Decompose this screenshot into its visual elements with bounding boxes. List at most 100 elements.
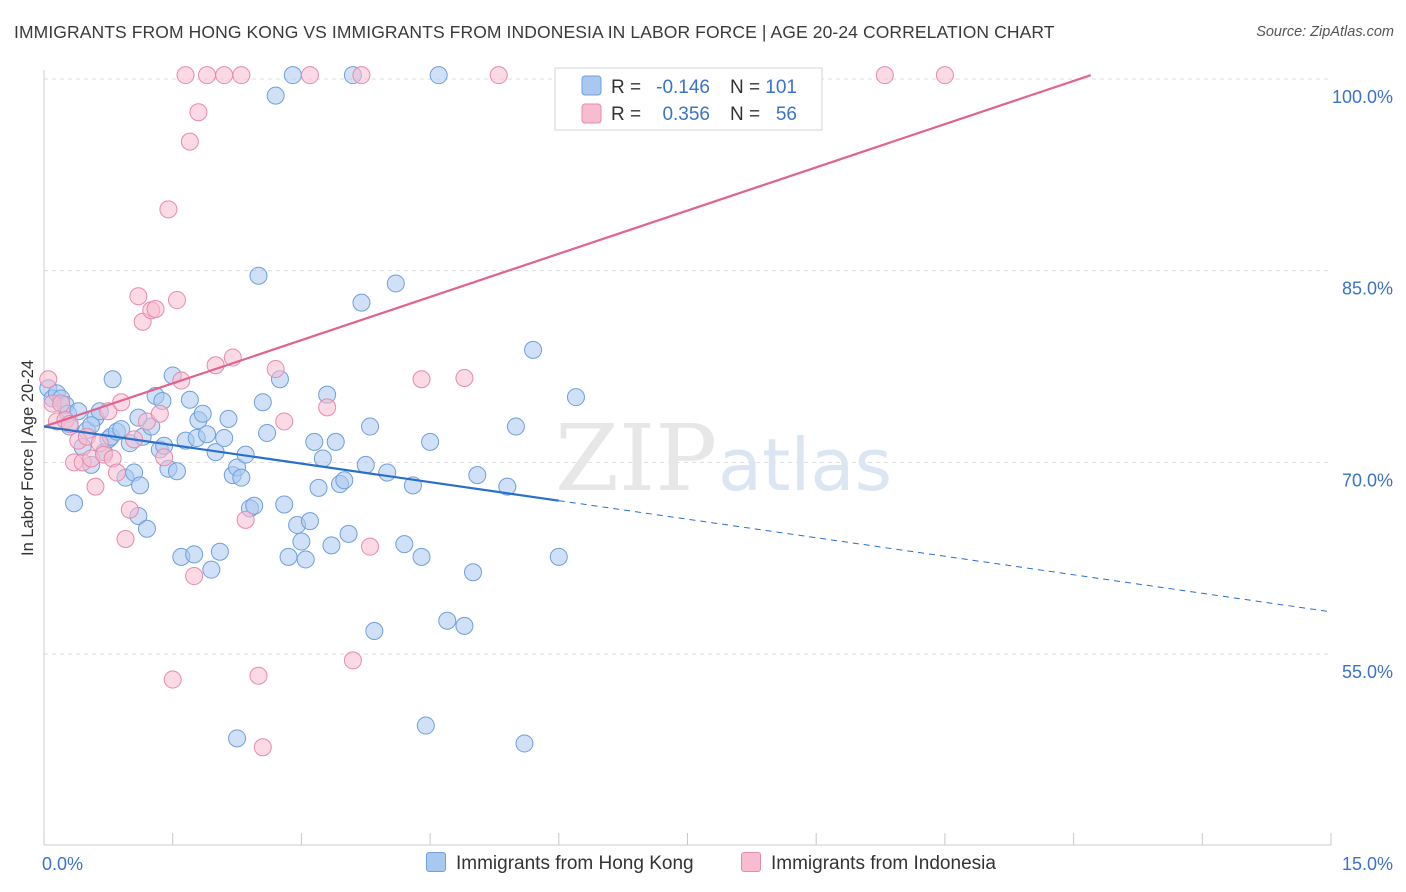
indonesia-point-32 bbox=[176, 66, 195, 85]
y-tick-label-2: 85.0% bbox=[1342, 279, 1393, 299]
indonesia-point-36 bbox=[198, 66, 217, 85]
indonesia-trend-line bbox=[43, 74, 1092, 428]
hong-kong-point-33 bbox=[167, 462, 186, 481]
indonesia-point-30 bbox=[167, 291, 186, 310]
indonesia-point-48 bbox=[343, 651, 362, 670]
indonesia-point-3 bbox=[52, 394, 71, 413]
indonesia-point-40 bbox=[232, 66, 251, 85]
indonesia-point-55 bbox=[935, 66, 954, 85]
hong-kong-point-85 bbox=[421, 432, 440, 451]
hong-kong-point-23 bbox=[131, 476, 150, 495]
hong-kong-point-63 bbox=[296, 550, 315, 569]
indonesia-point-54 bbox=[875, 66, 894, 85]
hong-kong-point-54 bbox=[253, 393, 272, 412]
hong-kong-point-78 bbox=[365, 622, 384, 640]
hong-kong-point-42 bbox=[202, 560, 221, 579]
hong-kong-trend-extension bbox=[558, 500, 1332, 613]
hong-kong-point-55 bbox=[258, 423, 277, 442]
legend-box: R = -0.146 N = 101 R = 0.356 N = 56 bbox=[554, 67, 823, 131]
hong-kong-point-62 bbox=[292, 532, 311, 551]
hong-kong-point-92 bbox=[506, 417, 525, 436]
hong-kong-point-75 bbox=[352, 293, 371, 312]
indonesia-point-34 bbox=[185, 567, 204, 586]
indonesia-point-18 bbox=[116, 530, 135, 548]
indonesia-point-50 bbox=[361, 537, 380, 556]
hong-kong-point-94 bbox=[524, 340, 543, 359]
hong-kong-point-7 bbox=[65, 494, 84, 513]
watermark-zip: ZIP bbox=[555, 405, 717, 512]
hong-kong-point-83 bbox=[412, 547, 431, 566]
hong-kong-point-58 bbox=[275, 495, 294, 514]
indonesia-point-47 bbox=[318, 398, 337, 417]
hong-kong-point-60 bbox=[283, 66, 302, 85]
indonesia-point-17 bbox=[112, 393, 131, 412]
hong-kong-point-73 bbox=[339, 524, 358, 543]
indonesia-point-44 bbox=[266, 360, 285, 379]
indonesia-point-29 bbox=[163, 670, 182, 689]
legend-item-hong-kong: Immigrants from Hong Kong bbox=[426, 852, 694, 875]
hong-kong-point-41 bbox=[198, 425, 217, 444]
hong-kong-point-97 bbox=[228, 729, 247, 748]
indonesia-point-43 bbox=[253, 738, 272, 757]
series-indonesia-points bbox=[39, 66, 954, 757]
hong-kong-point-89 bbox=[464, 563, 482, 582]
hong-kong-point-87 bbox=[438, 611, 457, 630]
hong-kong-trend-line bbox=[43, 425, 559, 502]
hong-kong-point-56 bbox=[266, 86, 285, 105]
hong-kong-point-64 bbox=[300, 512, 319, 531]
indonesia-point-49 bbox=[352, 66, 371, 85]
legend-bottom-swatch-indonesia bbox=[741, 852, 761, 872]
indonesia-point-19 bbox=[120, 500, 139, 519]
legend-r-label-indonesia: R = bbox=[611, 104, 641, 125]
hong-kong-point-81 bbox=[395, 535, 414, 554]
hong-kong-point-95 bbox=[549, 547, 568, 566]
source-credit: Source: ZipAtlas.com bbox=[1256, 24, 1394, 40]
indonesia-point-0 bbox=[39, 370, 58, 389]
hong-kong-point-79 bbox=[378, 463, 397, 482]
hong-kong-point-86 bbox=[429, 66, 448, 85]
hong-kong-point-88 bbox=[455, 616, 474, 635]
indonesia-point-11 bbox=[86, 477, 105, 496]
hong-kong-point-76 bbox=[356, 455, 375, 474]
y-tick-label-3: 100.0% bbox=[1332, 87, 1393, 107]
indonesia-point-41 bbox=[236, 510, 255, 529]
hong-kong-point-53 bbox=[249, 266, 268, 285]
hong-kong-point-91 bbox=[498, 477, 517, 496]
indonesia-point-45 bbox=[275, 412, 294, 431]
y-tick-label-0: 55.0% bbox=[1342, 662, 1393, 682]
indonesia-point-33 bbox=[180, 132, 199, 151]
indonesia-point-26 bbox=[150, 404, 169, 423]
x-tick-label-1: 15.0% bbox=[1342, 854, 1393, 874]
hong-kong-point-84 bbox=[416, 716, 435, 735]
hong-kong-point-93 bbox=[515, 734, 534, 753]
indonesia-point-38 bbox=[215, 66, 234, 85]
y-tick-label-1: 70.0% bbox=[1342, 470, 1393, 490]
indonesia-point-21 bbox=[129, 287, 148, 306]
hong-kong-point-37 bbox=[185, 545, 204, 564]
hong-kong-point-70 bbox=[326, 432, 345, 451]
legend-item-indonesia: Immigrants from Indonesia bbox=[741, 852, 996, 875]
indonesia-point-16 bbox=[107, 463, 126, 482]
legend-n-label-indonesia: N = bbox=[730, 104, 760, 125]
trend-lines bbox=[43, 74, 1332, 613]
indonesia-point-35 bbox=[189, 103, 208, 122]
axes bbox=[43, 70, 1332, 846]
y-axis-label: In Labor Force | Age 20-24 bbox=[19, 360, 37, 556]
indonesia-point-52 bbox=[455, 369, 474, 387]
x-tick-label-0: 0.0% bbox=[42, 854, 83, 874]
hong-kong-point-45 bbox=[215, 429, 234, 448]
hong-kong-point-96 bbox=[566, 388, 585, 407]
hong-kong-point-59 bbox=[279, 547, 298, 566]
watermark: ZIP atlas bbox=[555, 405, 892, 512]
legend-n-value-hong-kong: 101 bbox=[765, 77, 797, 98]
legend-bottom-swatch-hong-kong bbox=[426, 852, 446, 872]
legend-n-value-indonesia: 56 bbox=[776, 104, 797, 125]
hong-kong-point-80 bbox=[386, 274, 405, 293]
hong-kong-point-66 bbox=[309, 478, 328, 497]
indonesia-point-28 bbox=[159, 200, 178, 219]
legend-swatch-indonesia bbox=[581, 103, 602, 124]
chart-title: IMMIGRANTS FROM HONG KONG VS IMMIGRANTS … bbox=[14, 22, 1055, 42]
legend-r-value-indonesia: 0.356 bbox=[662, 104, 710, 125]
hong-kong-point-72 bbox=[335, 471, 354, 490]
